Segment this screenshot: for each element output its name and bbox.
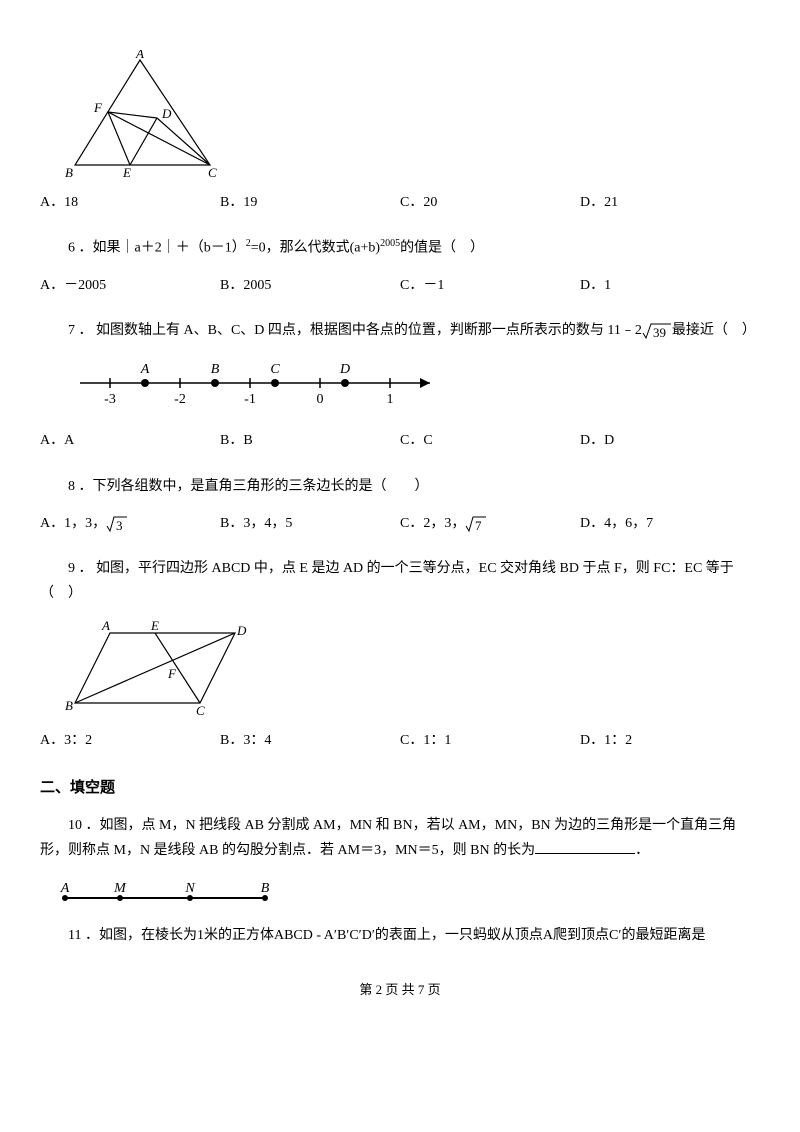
q11-mid2: 的表面上，一只蚂蚁从顶点 bbox=[375, 928, 543, 943]
q7-option-b: B．B bbox=[220, 428, 400, 453]
label-D: D bbox=[161, 106, 172, 121]
q6-suffix: 的值是（ ） bbox=[400, 241, 484, 256]
q6-mid1: =0，那么代数式 bbox=[251, 241, 350, 256]
q7-option-c: C．C bbox=[400, 428, 580, 453]
q11-vA: A bbox=[543, 928, 553, 943]
svg-text:B: B bbox=[261, 881, 270, 896]
q8-options: A．1，3， 3 B．3，4，5 C．2，3， 7 D．4，6，7 bbox=[40, 511, 760, 536]
q9-option-d: D．1：2 bbox=[580, 728, 760, 753]
q6-options: A．－2005 B．2005 C．－1 D．1 bbox=[40, 273, 760, 298]
svg-text:39: 39 bbox=[653, 325, 666, 340]
svg-text:7: 7 bbox=[475, 518, 482, 533]
q11-text: 11 ．如图，在棱长为1米的正方体ABCD - A′B′C′D′的表面上，一只蚂… bbox=[40, 923, 760, 948]
q7-coef: 2 bbox=[635, 323, 642, 338]
q8-a-sqrt: 3 bbox=[106, 514, 128, 534]
svg-text:3: 3 bbox=[116, 518, 123, 533]
q5-options: A．18 B．19 C．20 D．21 bbox=[40, 190, 760, 215]
section-2-title: 二、填空题 bbox=[40, 774, 760, 801]
q11-edge: 1 bbox=[197, 928, 204, 943]
svg-text:C: C bbox=[196, 703, 205, 718]
svg-text:0: 0 bbox=[317, 392, 324, 407]
q7-option-d: D．D bbox=[580, 428, 760, 453]
q5-option-b: B．19 bbox=[220, 190, 400, 215]
q11-mid1: 米的正方体 bbox=[204, 928, 274, 943]
q7-numberline: -3 -2 -1 0 1 A B C D bbox=[70, 358, 760, 413]
q5-option-d: D．21 bbox=[580, 190, 760, 215]
q8-c-sqrt: 7 bbox=[465, 514, 487, 534]
svg-text:N: N bbox=[184, 881, 195, 896]
q5-option-c: C．20 bbox=[400, 190, 580, 215]
q5-figure: A F D B E C bbox=[60, 50, 760, 180]
q9-option-c: C．1：1 bbox=[400, 728, 580, 753]
q9-option-b: B．3：4 bbox=[220, 728, 400, 753]
svg-text:A: A bbox=[101, 618, 110, 633]
q8-option-a: A．1，3， 3 bbox=[40, 511, 220, 536]
q11-vC: C′ bbox=[609, 928, 621, 943]
label-B: B bbox=[65, 165, 73, 180]
q9-figure: A E D B C F bbox=[60, 618, 760, 718]
q8-option-b: B．3，4，5 bbox=[220, 511, 400, 536]
page-footer: 第 2 页 共 7 页 bbox=[40, 978, 760, 1001]
q7-option-a: A．A bbox=[40, 428, 220, 453]
q7-suffix: 最接近（ ） bbox=[672, 323, 756, 338]
svg-text:C: C bbox=[270, 362, 280, 377]
q9-options: A．3：2 B．3：4 C．1：1 D．1：2 bbox=[40, 728, 760, 753]
svg-text:B: B bbox=[211, 362, 220, 377]
q7-text: 7 ． 如图数轴上有 A、B、C、D 四点，根据图中各点的位置，判断那一点所表示… bbox=[40, 318, 760, 343]
q10-blank bbox=[535, 839, 635, 854]
label-C: C bbox=[208, 165, 217, 180]
svg-text:F: F bbox=[167, 666, 177, 681]
svg-text:-1: -1 bbox=[244, 392, 256, 407]
q10-suffix: ． bbox=[635, 843, 649, 858]
svg-text:D: D bbox=[339, 362, 350, 377]
q7-prefix: 7 ． 如图数轴上有 A、B、C、D 四点，根据图中各点的位置，判断那一点所表示… bbox=[68, 323, 635, 338]
q9-text: 9 ． 如图，平行四边形 ABCD 中，点 E 是边 AD 的一个三等分点，EC… bbox=[40, 556, 760, 606]
q6-option-d: D．1 bbox=[580, 273, 760, 298]
svg-text:-2: -2 bbox=[174, 392, 186, 407]
q11-suffix: 的最短距离是 bbox=[621, 928, 705, 943]
svg-text:D: D bbox=[236, 623, 247, 638]
svg-text:M: M bbox=[113, 881, 127, 896]
q7-options: A．A B．B C．C D．D bbox=[40, 428, 760, 453]
svg-text:E: E bbox=[150, 618, 159, 633]
q8-text: 8 ．下列各组数中，是直角三角形的三条边长的是（ ） bbox=[40, 474, 760, 499]
q6-expr: (a+b) bbox=[350, 241, 380, 256]
q6-option-a: A．－2005 bbox=[40, 273, 220, 298]
q8-a-pre: A．1，3， bbox=[40, 516, 106, 531]
q8-option-d: D．4，6，7 bbox=[580, 511, 760, 536]
q8-option-c: C．2，3， 7 bbox=[400, 511, 580, 536]
q10-figure: A M N B bbox=[50, 878, 760, 908]
label-A: A bbox=[135, 50, 144, 61]
q6-text: 6 ．如果｜a＋2｜＋（b－1）2=0，那么代数式(a+b)2005的值是（ ） bbox=[40, 235, 760, 261]
q6-option-b: B．2005 bbox=[220, 273, 400, 298]
q11-solid: ABCD - A′B′C′D′ bbox=[274, 928, 375, 943]
q11-prefix: 11 ．如图，在棱长为 bbox=[68, 928, 197, 943]
q5-option-a: A．18 bbox=[40, 190, 220, 215]
label-F: F bbox=[93, 100, 103, 115]
label-E: E bbox=[122, 165, 131, 180]
q9-option-a: A．3：2 bbox=[40, 728, 220, 753]
q6-option-c: C．－1 bbox=[400, 273, 580, 298]
q6-exp2: 2005 bbox=[380, 238, 400, 249]
q10-text: 10 ．如图，点 M，N 把线段 AB 分割成 AM，MN 和 BN，若以 AM… bbox=[40, 813, 760, 863]
q6-prefix: 6 ．如果｜a＋2｜＋（b－1） bbox=[68, 241, 246, 256]
q8-c-pre: C．2，3， bbox=[400, 516, 465, 531]
q7-sqrt: 39 bbox=[642, 321, 672, 341]
svg-text:A: A bbox=[140, 362, 150, 377]
svg-text:B: B bbox=[65, 698, 73, 713]
svg-text:-3: -3 bbox=[104, 392, 116, 407]
triangle-diagram: A F D B E C bbox=[60, 50, 220, 180]
q11-mid3: 爬到顶点 bbox=[553, 928, 609, 943]
svg-text:A: A bbox=[60, 881, 70, 896]
svg-text:1: 1 bbox=[387, 392, 394, 407]
